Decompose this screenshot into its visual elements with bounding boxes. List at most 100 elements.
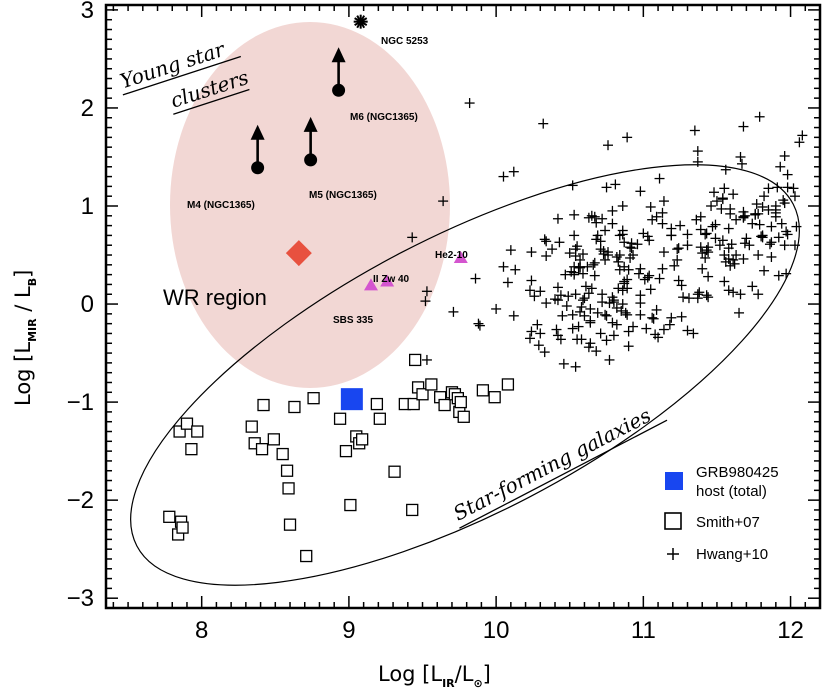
- hwang-point: [591, 234, 602, 245]
- hwang-point: [619, 237, 630, 248]
- hwang-point: [770, 201, 781, 211]
- hwang-point: [438, 196, 449, 207]
- hwang-point: [710, 233, 721, 244]
- smith-point: [173, 425, 186, 438]
- hwang-point: [595, 328, 606, 339]
- hwang-point: [647, 214, 658, 225]
- hwang-point: [541, 251, 552, 262]
- label-sbs335: SBS 335: [333, 315, 373, 326]
- y-title-sub1: MIR: [26, 318, 39, 342]
- hwang-point: [613, 283, 624, 294]
- hwang-point: [648, 313, 659, 324]
- hwang-point: [573, 321, 584, 332]
- hwang-point: [682, 325, 693, 336]
- hwang-point: [608, 295, 619, 306]
- hwang-point: [585, 338, 596, 349]
- hwang-point: [607, 317, 618, 328]
- hwang-point: [608, 330, 619, 341]
- hwang-point: [719, 183, 730, 194]
- smith-point: [255, 443, 269, 456]
- hwang-point: [734, 307, 745, 318]
- x-tick-label: 8: [195, 617, 208, 644]
- hwang-point: [669, 260, 680, 271]
- hwang-point: [564, 248, 575, 259]
- hwang-point: [526, 247, 537, 258]
- hwang-point: [567, 180, 578, 191]
- hwang-point: [754, 219, 765, 230]
- hwang-point: [591, 346, 602, 357]
- hwang-point: [632, 239, 643, 250]
- hwang-point: [470, 273, 481, 284]
- hwang-point: [623, 341, 634, 352]
- hwang-point: [592, 307, 603, 318]
- hwang-point: [711, 196, 722, 207]
- label-ngc5253: NGC 5253: [381, 36, 429, 47]
- smith-point: [356, 433, 369, 446]
- lower-limit-marker: [303, 116, 318, 167]
- label-wr-region: WR region: [163, 285, 267, 310]
- hwang-point: [538, 118, 549, 129]
- hwang-point: [676, 280, 687, 291]
- hwang-point: [639, 274, 650, 285]
- hwang-point: [789, 240, 800, 251]
- y-title-suffix: ]: [11, 270, 35, 278]
- hwang-point: [666, 223, 677, 234]
- hwang-point: [723, 223, 734, 234]
- hwang-point: [728, 287, 739, 298]
- hwang-point: [672, 254, 683, 265]
- hwang-point: [773, 270, 784, 281]
- label-iizw40: II Zw 40: [373, 274, 410, 285]
- triangle-marker: [380, 274, 395, 287]
- star-forming-galaxies-region: [130, 164, 800, 586]
- hwang-point: [719, 250, 730, 261]
- smith-point: [438, 398, 451, 412]
- hwang-point: [586, 210, 597, 221]
- hwang-point: [658, 324, 669, 335]
- hwang-point: [675, 220, 686, 231]
- hwang-point: [448, 306, 459, 317]
- smith-point: [388, 465, 401, 478]
- hwang-point: [535, 286, 546, 297]
- hwang-point: [573, 262, 584, 273]
- hwang-point: [570, 289, 581, 300]
- hwang-point: [586, 283, 597, 294]
- hwang-point: [759, 191, 770, 202]
- hwang-point: [739, 238, 750, 249]
- smith-point: [307, 392, 320, 405]
- hwang-point: [623, 326, 634, 337]
- star-forming-underline: [459, 419, 668, 529]
- hwang-point: [695, 224, 706, 235]
- hwang-point: [759, 265, 770, 276]
- hwang-point: [757, 201, 768, 212]
- smith-point: [180, 417, 194, 430]
- hwang-point: [420, 296, 431, 307]
- hwang-point: [539, 347, 550, 358]
- hwang-point: [569, 230, 580, 241]
- hwang-point: [464, 98, 475, 109]
- smith-point: [407, 397, 420, 411]
- hwang-point: [635, 263, 646, 274]
- hwang-point: [611, 319, 622, 330]
- legend-label-smith: Smith+07: [696, 514, 760, 531]
- hwang-point: [657, 218, 668, 229]
- hwang-point: [775, 161, 786, 172]
- hwang-point: [794, 137, 805, 148]
- smith-point: [333, 412, 347, 425]
- y-tick-label: −3: [67, 585, 94, 612]
- hwang-point: [554, 237, 565, 248]
- ngc5253-marker: [353, 14, 368, 29]
- hwang-point: [744, 240, 755, 251]
- hwang-point: [491, 303, 502, 314]
- star-forming-galaxies-label: Star-forming galaxies: [449, 403, 668, 529]
- y-title-mid: / L: [11, 286, 35, 318]
- hwang-point: [716, 203, 727, 214]
- smith-point: [488, 391, 501, 404]
- smith-point: [185, 443, 198, 456]
- hwang-point: [552, 213, 563, 224]
- hwang-point: [776, 218, 787, 229]
- hwang-point: [678, 292, 689, 303]
- hwang-point: [747, 218, 758, 229]
- hwang-point: [622, 132, 633, 143]
- hwang-point: [529, 291, 540, 302]
- hwang-point: [535, 328, 546, 339]
